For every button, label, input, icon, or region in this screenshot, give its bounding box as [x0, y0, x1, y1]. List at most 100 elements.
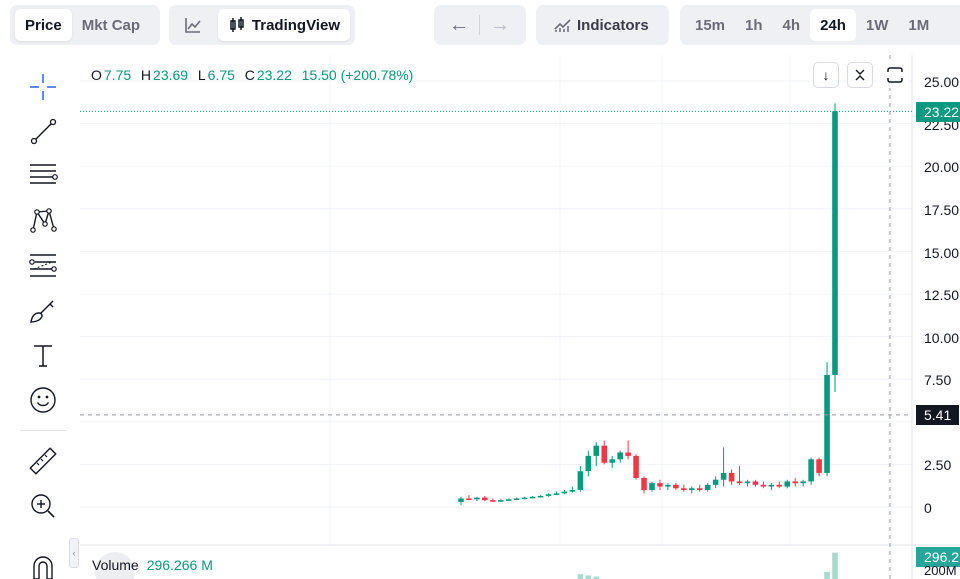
- volume-bar: [577, 574, 584, 579]
- timeframe-4h[interactable]: 4h: [782, 16, 801, 34]
- candle-body: [744, 481, 751, 484]
- candle-body: [466, 498, 472, 500]
- crosshair-price-tag: 5.41: [916, 405, 960, 425]
- candle-body: [625, 452, 631, 456]
- volume-legend: Volume 296.266 M: [92, 557, 213, 573]
- indicators-button[interactable]: Indicators: [536, 5, 669, 45]
- fullscreen-button[interactable]: [882, 62, 908, 88]
- chart-mode-toggle: TradingView: [169, 5, 355, 45]
- candle-body: [673, 484, 679, 489]
- price-axis-label: 20.00: [924, 159, 960, 175]
- timeframe-24h[interactable]: 24h: [810, 9, 856, 41]
- indicators-icon: [554, 19, 571, 32]
- high-label: H: [140, 67, 152, 83]
- candle-body: [537, 495, 544, 498]
- candle-body: [498, 500, 504, 502]
- candle-body: [712, 479, 719, 485]
- candle-body: [792, 481, 798, 484]
- candle-body: [728, 472, 735, 482]
- chart-grid: [80, 55, 960, 579]
- candle-body: [760, 484, 767, 487]
- trend-line-icon: [30, 118, 57, 145]
- candle-body: [577, 471, 584, 490]
- change-value: 15.50 (+200.78%): [301, 67, 414, 83]
- candle-body: [665, 484, 671, 487]
- candle-body: [832, 111, 838, 375]
- candle-body: [458, 498, 464, 502]
- candle-body: [768, 484, 775, 487]
- candles: [458, 103, 838, 506]
- history-nav: ← →: [434, 5, 526, 45]
- arrow-down-icon: ↓: [822, 67, 830, 83]
- candle-body: [601, 445, 608, 463]
- chevron-left-icon: ‹: [72, 548, 76, 558]
- candle-body: [490, 500, 496, 502]
- fib-icon: [29, 254, 57, 277]
- timeframe-1m[interactable]: 1M: [908, 16, 930, 34]
- tools-divider: [20, 430, 66, 431]
- collapse-icon: [855, 69, 865, 81]
- crosshair-tool[interactable]: [22, 68, 64, 106]
- arrow-left-icon: ←: [449, 13, 469, 36]
- volume-tag: 296.2: [916, 547, 960, 567]
- candle-body: [808, 459, 814, 482]
- magnet-tool[interactable]: [22, 549, 64, 579]
- text-tool[interactable]: [22, 336, 64, 374]
- candle-body: [696, 488, 703, 490]
- undo-button[interactable]: ←: [439, 9, 479, 41]
- mkt-cap-tab[interactable]: Mkt Cap: [81, 16, 141, 34]
- volume-bar: [593, 576, 600, 579]
- redo-button[interactable]: →: [480, 9, 520, 41]
- toolbar-collapse-handle[interactable]: ‹: [69, 538, 79, 568]
- candle-body: [513, 498, 520, 500]
- line-chart-button[interactable]: [174, 9, 212, 41]
- price-mktcap-toggle: Price Mkt Cap: [10, 5, 160, 45]
- candle-body: [474, 497, 480, 500]
- candle-body: [561, 491, 568, 494]
- timeframe-15m[interactable]: 15m: [695, 16, 726, 34]
- price-axis-label: 0: [924, 500, 932, 516]
- price-axis-label: 15.00: [924, 245, 960, 261]
- line-chart-icon: [185, 18, 201, 33]
- collapse-button[interactable]: [847, 62, 873, 88]
- tradingview-button[interactable]: TradingView: [217, 9, 350, 41]
- horizontal-lines-icon: [30, 164, 58, 184]
- emoji-icon: [30, 387, 56, 413]
- candle-body: [617, 452, 623, 460]
- low-label: L: [197, 67, 206, 83]
- indicators-label: Indicators: [577, 16, 649, 34]
- low-value: 6.75: [207, 67, 235, 83]
- text-icon: [34, 345, 52, 367]
- horizontal-lines-tool[interactable]: [22, 155, 64, 193]
- high-value: 23.69: [153, 67, 189, 83]
- price-axis-label: 17.50: [924, 202, 960, 218]
- candle-body: [784, 481, 791, 487]
- timeframe-selector: 15m 1h 4h 24h 1W 1M: [680, 5, 960, 45]
- zoom-in-tool[interactable]: [22, 487, 64, 525]
- candle-body: [816, 459, 822, 473]
- candle-body: [553, 493, 560, 495]
- candle-body: [800, 481, 806, 484]
- pattern-tool[interactable]: [22, 201, 64, 239]
- tradingview-logo: [95, 552, 135, 579]
- candle-body: [633, 455, 639, 479]
- crosshair-icon: [30, 74, 56, 100]
- price-tab[interactable]: Price: [15, 9, 72, 41]
- timeframe-1h[interactable]: 1h: [745, 16, 763, 34]
- open-label: O: [91, 67, 102, 83]
- brush-tool[interactable]: [22, 292, 64, 330]
- fib-retracement-tool[interactable]: [22, 246, 64, 284]
- ruler-icon: [29, 447, 57, 475]
- crosshair-lines: [80, 55, 912, 579]
- timeframe-1w[interactable]: 1W: [865, 16, 889, 34]
- ruler-tool[interactable]: [22, 442, 64, 480]
- emoji-tool[interactable]: [22, 381, 64, 419]
- scroll-to-latest-button[interactable]: ↓: [813, 62, 839, 88]
- fullscreen-icon: [887, 67, 903, 83]
- trend-line-tool[interactable]: [22, 112, 64, 150]
- candle-body: [569, 489, 576, 492]
- volume-bar: [832, 552, 838, 579]
- arrow-right-icon: →: [490, 13, 510, 36]
- pattern-icon: [30, 208, 57, 233]
